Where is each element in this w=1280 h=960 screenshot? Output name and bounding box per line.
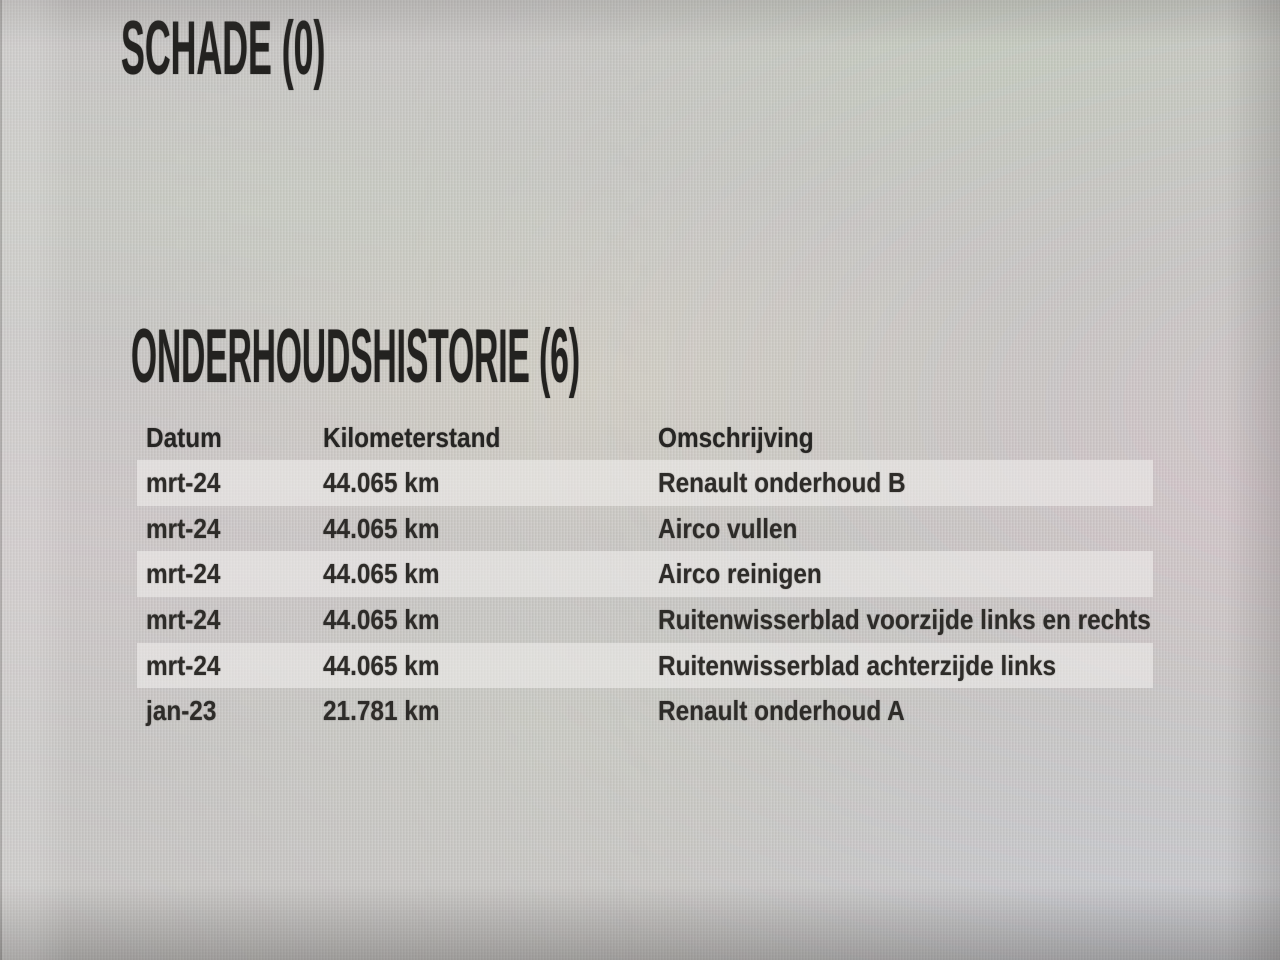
- column-header-datum: Datum: [146, 422, 222, 453]
- cell-omschrijving: Airco reinigen: [658, 558, 822, 590]
- column-header-omschrijving: Omschrijving: [658, 422, 814, 453]
- table-header-row: Datum Kilometerstand Omschrijving: [137, 416, 1153, 460]
- cell-omschrijving: Airco vullen: [658, 512, 798, 544]
- table-row: mrt-24 44.065 km Ruitenwisserblad achter…: [137, 642, 1153, 689]
- section-title-onderhoudshistorie: ONDERHOUDSHISTORIE (6): [131, 313, 1151, 399]
- table-row: mrt-24 44.065 km Renault onderhoud B: [137, 460, 1153, 506]
- cell-datum: mrt-24: [146, 603, 221, 635]
- cell-datum: jan-23: [146, 695, 217, 727]
- cell-kilometerstand: 44.065 km: [323, 649, 440, 681]
- table-row: mrt-24 44.065 km Airco vullen: [137, 506, 1153, 552]
- cell-datum: mrt-24: [146, 649, 221, 681]
- section-title-onderhoudshistorie-text: ONDERHOUDSHISTORIE (6): [131, 313, 581, 399]
- cell-omschrijving: Renault onderhoud B: [658, 466, 906, 498]
- cell-datum: mrt-24: [146, 466, 221, 498]
- cell-kilometerstand: 44.065 km: [323, 558, 440, 590]
- table-row: mrt-24 44.065 km Ruitenwisserblad voorzi…: [137, 597, 1153, 643]
- cell-kilometerstand: 44.065 km: [323, 512, 440, 544]
- cell-datum: mrt-24: [146, 558, 221, 590]
- cell-kilometerstand: 44.065 km: [323, 466, 440, 498]
- cell-omschrijving: Renault onderhoud A: [658, 695, 905, 727]
- cell-omschrijving: Ruitenwisserblad achterzijde links: [658, 649, 1057, 681]
- cell-datum: mrt-24: [146, 512, 221, 544]
- column-header-kilometerstand: Kilometerstand: [323, 422, 501, 453]
- section-title-schade-text: SCHADE (0): [121, 6, 326, 92]
- table-row: mrt-24 44.065 km Airco reinigen: [137, 551, 1153, 598]
- maintenance-history-table: Datum Kilometerstand Omschrijving mrt-24…: [137, 416, 1153, 734]
- table-row: jan-23 21.781 km Renault onderhoud A: [137, 688, 1153, 734]
- cell-kilometerstand: 44.065 km: [323, 603, 440, 635]
- cell-omschrijving: Ruitenwisserblad voorzijde links en rech…: [658, 603, 1151, 635]
- section-title-schade: SCHADE (0): [121, 11, 556, 87]
- cell-kilometerstand: 21.781 km: [323, 695, 440, 727]
